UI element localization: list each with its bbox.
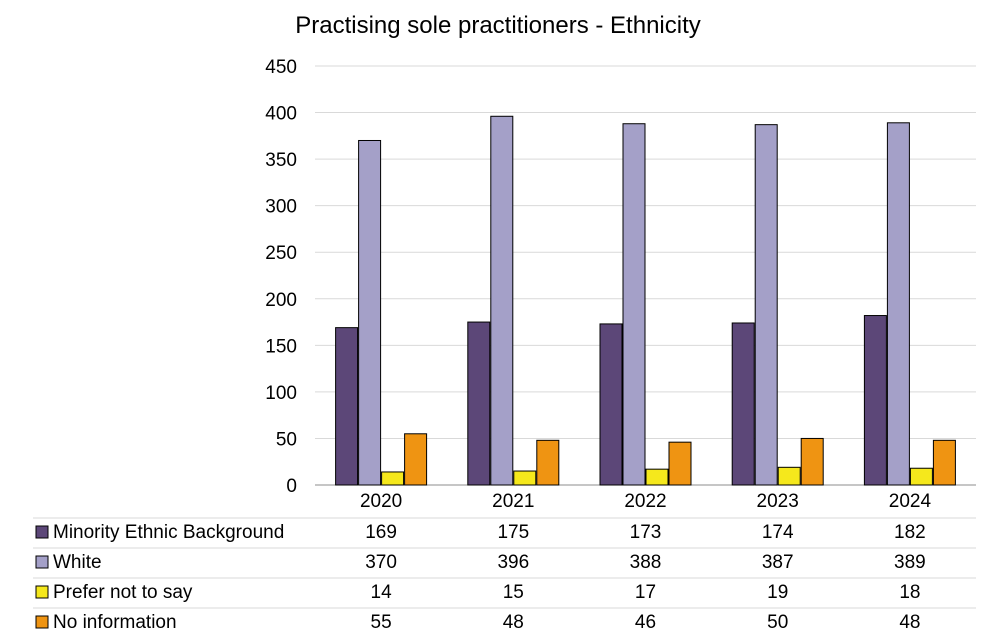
- table-cell-value: 169: [365, 522, 397, 543]
- bar: [932, 439, 956, 486]
- y-tick-label: 450: [265, 57, 297, 78]
- chart-title: Practising sole practitioners - Ethnicit…: [295, 12, 701, 39]
- legend-swatch: [35, 585, 49, 599]
- bar: [513, 470, 537, 486]
- legend-swatch: [35, 615, 49, 629]
- y-tick-label: 250: [265, 243, 297, 264]
- table-cell-value: 19: [767, 582, 788, 603]
- table-cell-value: 50: [767, 612, 788, 633]
- y-tick-label: 200: [265, 290, 297, 311]
- bar: [645, 468, 669, 486]
- y-tick-label: 400: [265, 104, 297, 125]
- bar: [599, 323, 623, 486]
- bar: [358, 139, 382, 486]
- table-cell-value: 48: [899, 612, 920, 633]
- x-tick-label: 2020: [360, 491, 402, 512]
- y-tick-label: 150: [265, 336, 297, 357]
- x-tick-label: 2024: [889, 491, 932, 512]
- legend-label: White: [53, 552, 102, 573]
- table-cell-value: 48: [503, 612, 524, 633]
- table-cell-value: 388: [630, 552, 662, 573]
- table-cell-value: 18: [899, 582, 920, 603]
- table-cell-value: 14: [371, 582, 393, 603]
- bar: [909, 467, 933, 486]
- table-cell-value: 173: [630, 522, 662, 543]
- bar: [731, 322, 755, 486]
- bar: [777, 466, 801, 486]
- bar: [467, 321, 491, 486]
- legend-swatch: [35, 525, 49, 539]
- bar: [886, 122, 910, 486]
- bar: [863, 315, 887, 486]
- table-cell-value: 55: [371, 612, 392, 633]
- bar: [800, 437, 824, 486]
- bar: [622, 123, 646, 486]
- table-cell-value: 15: [503, 582, 524, 603]
- table-cell-value: 389: [894, 552, 926, 573]
- table-cell-value: 182: [894, 522, 926, 543]
- legend-swatch: [35, 555, 49, 569]
- legend-label: No information: [53, 612, 177, 633]
- legend-label: Minority Ethnic Background: [53, 522, 284, 543]
- x-tick-label: 2023: [757, 491, 799, 512]
- table-cell-value: 17: [635, 582, 656, 603]
- table-cell-value: 396: [497, 552, 529, 573]
- y-tick-label: 350: [265, 150, 297, 171]
- bar: [490, 115, 514, 486]
- table-cell-value: 174: [762, 522, 794, 543]
- x-tick-label: 2021: [492, 491, 534, 512]
- bar: [754, 124, 778, 486]
- bar: [335, 327, 359, 486]
- y-tick-label: 50: [276, 429, 297, 450]
- bar: [381, 471, 405, 486]
- x-tick-label: 2022: [624, 491, 666, 512]
- bar: [668, 441, 692, 486]
- y-tick-label: 0: [286, 476, 297, 497]
- legend-label: Prefer not to say: [53, 582, 193, 603]
- y-tick-label: 300: [265, 197, 297, 218]
- table-cell-value: 387: [762, 552, 794, 573]
- table-cell-value: 46: [635, 612, 656, 633]
- table-cell-value: 175: [497, 522, 529, 543]
- y-tick-label: 100: [265, 383, 297, 404]
- table-cell-value: 370: [365, 552, 397, 573]
- bar: [404, 433, 428, 486]
- bar: [536, 439, 560, 486]
